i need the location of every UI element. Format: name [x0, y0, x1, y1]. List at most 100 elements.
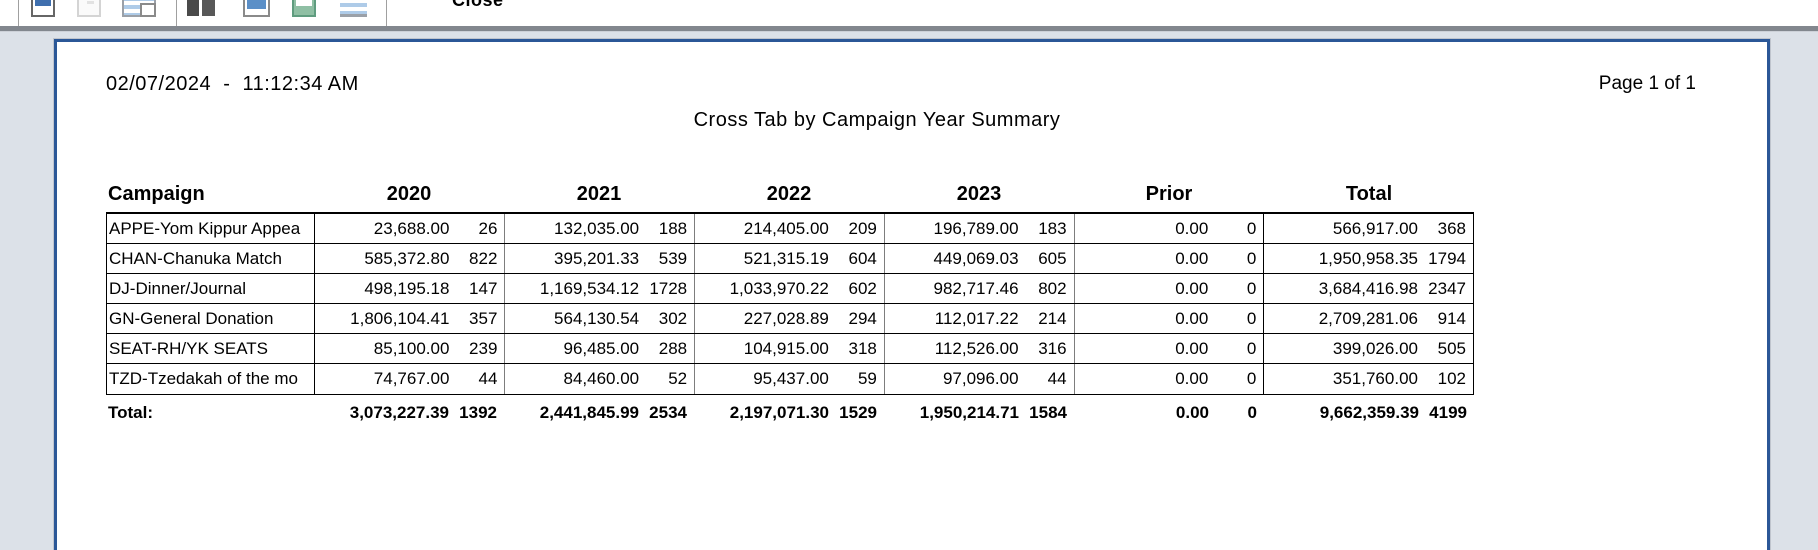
amount-value: 521,315.19: [743, 249, 829, 268]
year-2023-cell: 97,096.00 44: [883, 364, 1074, 394]
toggle-group-tree-icon[interactable]: [202, 0, 215, 16]
total-2020-cell: 3,073,227.39 1392: [314, 398, 504, 428]
count-value: 294: [848, 309, 877, 328]
year-2020-cell: 85,100.00 239: [315, 334, 505, 363]
amount-value: 0.00: [1175, 369, 1209, 388]
count-value: 1728: [649, 279, 688, 298]
table-row: SEAT-RH/YK SEATS 85,100.00 239 96,485.00 2…: [107, 334, 1473, 364]
count-value: 914: [1437, 309, 1466, 328]
count-value: 52: [668, 369, 688, 388]
report-preview-area: 02/07/2024 - 11:12:34 AM Page 1 of 1 Cro…: [0, 32, 1818, 550]
amount-value: 96,485.00: [563, 339, 640, 358]
year-2023-cell: 112,017.22 214: [883, 304, 1074, 333]
column-header-2023: 2023: [956, 183, 1002, 205]
total-amount: 3,073,227.39: [349, 403, 449, 422]
amount-value: 982,717.46: [933, 279, 1019, 298]
amount-value: 227,028.89: [743, 309, 829, 328]
print-icon[interactable]: [31, 0, 55, 17]
total-amount: 2,197,071.30: [729, 403, 829, 422]
count-value: 602: [848, 279, 877, 298]
count-value: 802: [1038, 279, 1067, 298]
total-2021-cell: 2,441,845.99 2534: [504, 398, 694, 428]
year-2022-cell: 95,437.00 59: [694, 364, 884, 394]
amount-value: 0.00: [1175, 249, 1209, 268]
column-header-2022: 2022: [766, 183, 812, 205]
column-header-2020: 2020: [386, 183, 432, 205]
close-button[interactable]: Close: [452, 0, 504, 10]
row-total-cell: 2,709,281.06 914: [1263, 304, 1473, 333]
amount-value: 0.00: [1175, 219, 1209, 238]
search-text-icon[interactable]: [243, 0, 270, 17]
year-2020-cell: 74,767.00 44: [315, 364, 505, 394]
table-header-row: Campaign 2020 2021 2022 2023 Prior Total: [106, 162, 1474, 212]
count-value: 188: [658, 219, 688, 238]
amount-value: 449,069.03: [933, 249, 1019, 268]
year-2021-cell: 132,035.00 188: [504, 214, 694, 243]
total-count: 1529: [839, 403, 877, 422]
export-icon[interactable]: [122, 0, 156, 17]
year-2021-cell: 84,460.00 52: [504, 364, 694, 394]
table-row: CHAN-Chanuka Match 585,372.80 822 395,201…: [107, 244, 1473, 274]
column-header-2021: 2021: [576, 183, 622, 205]
year-2021-cell: 1,169,534.12 1728: [504, 274, 694, 303]
total-amount: 1,950,214.71: [919, 403, 1019, 422]
amount-value: 2,709,281.06: [1318, 309, 1418, 328]
total-amount: 9,662,359.39: [1319, 403, 1419, 422]
campaign-name-cell: TZD-Tzedakah of the mo: [107, 364, 315, 394]
count-value: 357: [469, 309, 498, 328]
total-2023-cell: 1,950,214.71 1584: [884, 398, 1074, 428]
year-2023-cell: 982,717.46 802: [883, 274, 1074, 303]
table-row: GN-General Donation 1,806,104.41 357 564,…: [107, 304, 1473, 334]
amount-value: 1,169,534.12: [539, 279, 640, 298]
year-2022-cell: 214,405.00 209: [694, 214, 884, 243]
prior-cell: 0.00 0: [1073, 334, 1264, 363]
count-value: 539: [658, 249, 688, 268]
count-value: 0: [1246, 219, 1257, 238]
report-title: Cross Tab by Campaign Year Summary: [693, 109, 1061, 131]
year-2020-cell: 23,688.00 26: [315, 214, 505, 243]
table-row: TZD-Tzedakah of the mo 74,767.00 44 84,46…: [107, 364, 1473, 394]
table-body: APPE-Yom Kippur Appea 23,688.00 26 132,03…: [106, 212, 1474, 395]
export-excel-icon[interactable]: [292, 0, 316, 17]
count-value: 605: [1038, 249, 1067, 268]
count-value: 214: [1038, 309, 1067, 328]
table-row: DJ-Dinner/Journal 498,195.18 147 1,169,53…: [107, 274, 1473, 304]
amount-value: 1,806,104.41: [350, 309, 450, 328]
count-value: 147: [469, 279, 498, 298]
email-report-icon[interactable]: [340, 0, 367, 17]
table-row: APPE-Yom Kippur Appea 23,688.00 26 132,03…: [107, 214, 1473, 244]
toggle-group-tree-icon[interactable]: [187, 0, 199, 16]
count-value: 302: [658, 309, 688, 328]
count-value: 368: [1437, 219, 1466, 238]
count-value: 0: [1246, 309, 1257, 328]
count-value: 239: [469, 339, 498, 358]
row-total-cell: 566,917.00 368: [1263, 214, 1473, 243]
column-header-prior: Prior: [1145, 183, 1193, 205]
amount-value: 74,767.00: [373, 369, 450, 388]
year-2022-cell: 227,028.89 294: [694, 304, 884, 333]
total-amount: 2,441,845.99: [539, 403, 639, 422]
count-value: 44: [1047, 369, 1067, 388]
campaign-name-cell: APPE-Yom Kippur Appea: [107, 214, 315, 243]
count-value: 183: [1038, 219, 1067, 238]
refresh-icon: [77, 0, 101, 17]
row-total-cell: 399,026.00 505: [1263, 334, 1473, 363]
amount-value: 399,026.00: [1332, 339, 1418, 358]
amount-value: 351,760.00: [1332, 369, 1418, 388]
report-page: 02/07/2024 - 11:12:34 AM Page 1 of 1 Cro…: [54, 39, 1770, 550]
amount-value: 498,195.18: [364, 279, 450, 298]
year-2023-cell: 449,069.03 605: [883, 244, 1074, 273]
amount-value: 85,100.00: [373, 339, 450, 358]
row-total-cell: 351,760.00 102: [1263, 364, 1473, 394]
total-amount: 0.00: [1175, 403, 1209, 422]
count-value: 822: [469, 249, 498, 268]
total-label: Total:: [108, 403, 154, 422]
prior-cell: 0.00 0: [1073, 304, 1264, 333]
amount-value: 1,950,958.35: [1318, 249, 1418, 268]
amount-value: 0.00: [1175, 339, 1209, 358]
toolbar-separator: [18, 0, 19, 26]
amount-value: 566,917.00: [1332, 219, 1418, 238]
column-header-total: Total: [1345, 183, 1393, 205]
amount-value: 395,201.33: [554, 249, 640, 268]
